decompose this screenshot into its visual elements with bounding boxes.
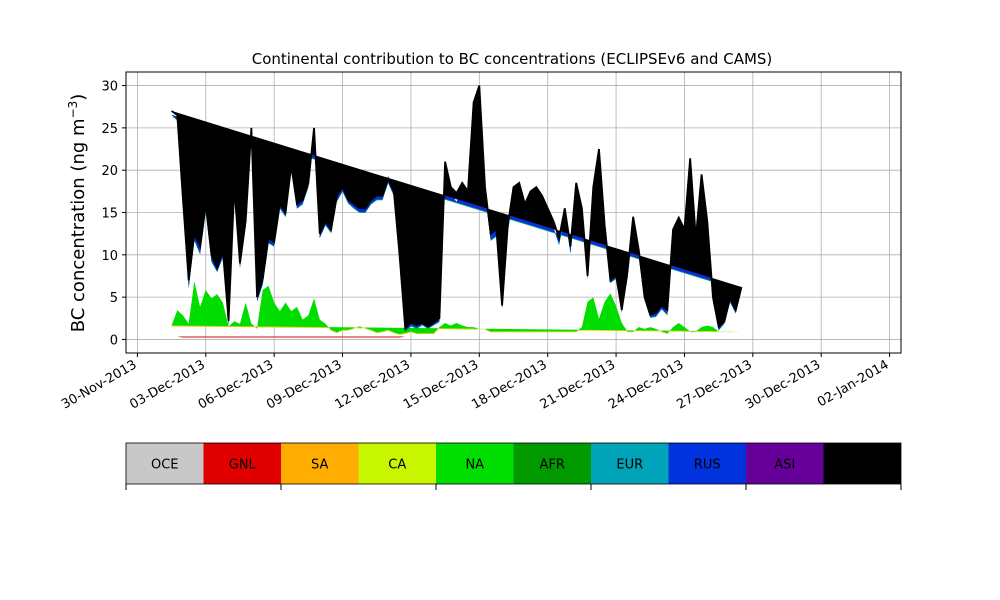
y-tick-label: 0 xyxy=(110,333,118,348)
total-line xyxy=(171,85,743,331)
legend-colorbar: OCE GNL SA CA NA AFR EUR RUS ASI AUS xyxy=(125,442,902,490)
y-tick-label: 20 xyxy=(101,164,118,179)
legend-label-afr: AFR xyxy=(540,458,565,473)
total-line-layer xyxy=(171,85,743,331)
legend-swatch-afr xyxy=(513,443,591,484)
legend-label-rus: RUS xyxy=(694,458,721,473)
area-aus xyxy=(171,85,742,329)
stacked-areas xyxy=(171,85,742,338)
legend-label-aus: AUS xyxy=(849,458,876,473)
legend-label-na: NA xyxy=(465,458,484,473)
y-tick-label: 5 xyxy=(110,291,118,306)
legend-label-eur: EUR xyxy=(616,458,643,473)
legend-label-oce: OCE xyxy=(151,458,179,473)
legend-swatch-aus xyxy=(823,443,901,484)
y-axis-label-main: BC concentration (ng m xyxy=(68,118,89,332)
y-tick-label: 25 xyxy=(101,122,118,137)
legend-swatch-eur xyxy=(591,443,669,484)
legend-swatch-rus xyxy=(668,443,746,484)
legend-swatch-asi xyxy=(746,443,824,484)
legend-label-asi: ASI xyxy=(774,458,795,473)
y-tick-label: 15 xyxy=(101,207,118,222)
y-tick-label: 10 xyxy=(101,249,118,264)
legend-label-sa: SA xyxy=(311,458,328,473)
legend-swatch-ca xyxy=(358,443,436,484)
legend-swatch-na xyxy=(436,443,514,484)
area-gnl xyxy=(171,336,742,338)
legend-label-gnl: GNL xyxy=(229,458,257,473)
y-axis-label: BC concentration (ng m−3) xyxy=(66,94,89,333)
y-axis-label-close: ) xyxy=(68,94,89,101)
legend-swatch-sa xyxy=(281,443,359,484)
legend-label-ca: CA xyxy=(388,458,406,473)
y-axis: 0 5 10 15 20 25 30 xyxy=(101,80,126,348)
y-tick-label: 30 xyxy=(101,80,118,95)
legend-frame xyxy=(125,442,902,485)
y-axis-label-exponent: −3 xyxy=(66,101,80,119)
area-na xyxy=(171,281,742,334)
chart-title: Continental contribution to BC concentra… xyxy=(252,50,773,68)
legend-swatch-oce xyxy=(126,443,204,484)
legend-swatch-gnl xyxy=(203,443,281,484)
